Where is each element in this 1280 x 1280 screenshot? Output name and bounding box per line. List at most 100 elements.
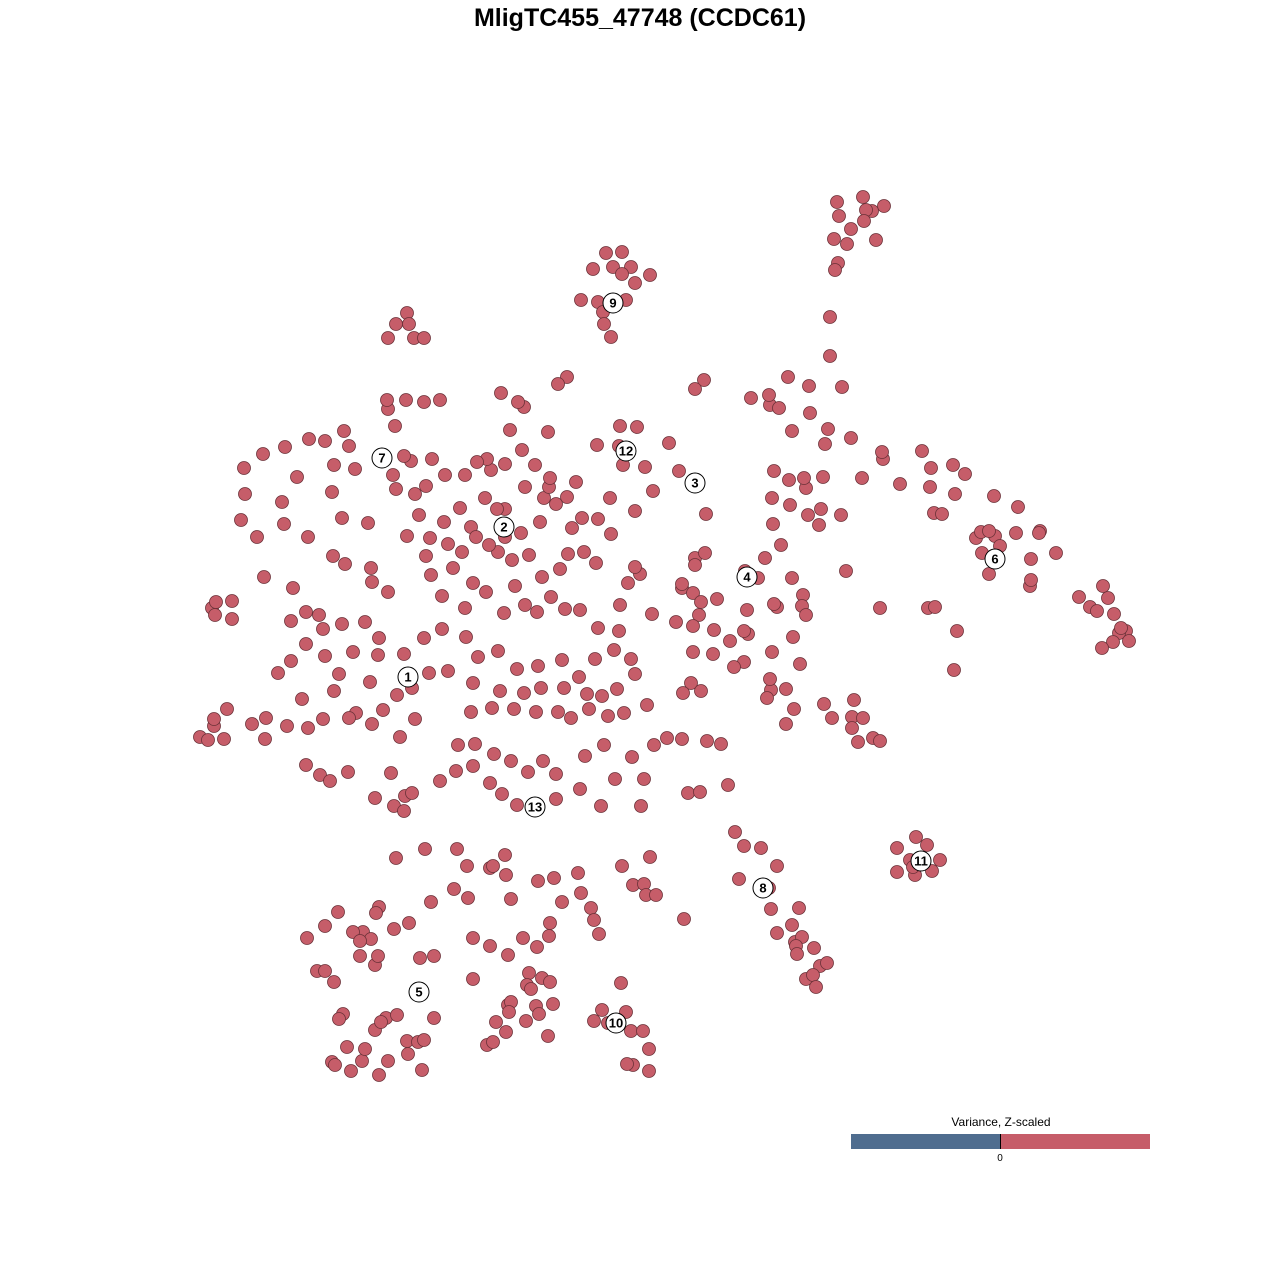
legend-tick-label: 0: [997, 1153, 1003, 1164]
data-point: [433, 774, 447, 788]
data-point: [561, 547, 575, 561]
data-point: [765, 645, 779, 659]
data-point: [498, 848, 512, 862]
data-point: [660, 731, 674, 745]
data-point: [312, 608, 326, 622]
data-point: [587, 913, 601, 927]
data-point: [607, 643, 621, 657]
data-point: [766, 517, 780, 531]
data-point: [464, 705, 478, 719]
data-point: [458, 601, 472, 615]
cluster-label-text: 6: [991, 552, 998, 567]
data-point: [603, 491, 617, 505]
data-point: [313, 768, 327, 782]
data-point: [909, 830, 923, 844]
data-point: [518, 480, 532, 494]
data-point: [413, 951, 427, 965]
data-point: [785, 918, 799, 932]
chart-title: MligTC455_47748 (CCDC61): [473, 4, 807, 32]
data-point: [493, 684, 507, 698]
data-point: [625, 750, 639, 764]
data-point: [316, 622, 330, 636]
data-point: [466, 931, 480, 945]
data-point: [610, 682, 624, 696]
data-point: [816, 470, 830, 484]
data-point: [323, 774, 337, 788]
data-point: [470, 455, 484, 469]
data-point: [441, 664, 455, 678]
data-point: [393, 730, 407, 744]
data-point: [792, 901, 806, 915]
data-point: [348, 462, 362, 476]
data-point: [514, 526, 528, 540]
data-point: [483, 939, 497, 953]
data-point: [765, 491, 779, 505]
data-point: [381, 331, 395, 345]
data-point: [327, 975, 341, 989]
data-point: [737, 839, 751, 853]
data-point: [786, 630, 800, 644]
data-point: [923, 480, 937, 494]
data-point: [575, 511, 589, 525]
data-point: [341, 765, 355, 779]
data-point: [408, 712, 422, 726]
data-point: [597, 738, 611, 752]
data-point: [584, 901, 598, 915]
data-point: [402, 317, 416, 331]
data-point: [402, 916, 416, 930]
data-point: [518, 598, 532, 612]
data-point: [569, 475, 583, 489]
data-point: [604, 527, 618, 541]
data-point: [318, 434, 332, 448]
data-point: [574, 886, 588, 900]
data-point: [877, 199, 891, 213]
data-point: [386, 468, 400, 482]
data-point: [275, 495, 289, 509]
data-point: [417, 631, 431, 645]
data-point: [453, 501, 467, 515]
data-point: [501, 948, 515, 962]
data-point: [781, 370, 795, 384]
data-point: [615, 859, 629, 873]
data-point: [577, 545, 591, 559]
data-point: [446, 561, 460, 575]
data-point: [415, 1063, 429, 1077]
data-point: [380, 393, 394, 407]
data-point: [802, 379, 816, 393]
data-point: [597, 317, 611, 331]
data-point: [828, 263, 842, 277]
data-point: [770, 859, 784, 873]
data-point: [517, 686, 531, 700]
data-point: [697, 373, 711, 387]
data-point: [256, 447, 270, 461]
data-point: [449, 764, 463, 778]
data-point: [812, 518, 826, 532]
data-point: [694, 684, 708, 698]
data-point: [528, 458, 542, 472]
data-point: [427, 1011, 441, 1025]
data-point: [438, 468, 452, 482]
data-point: [856, 190, 870, 204]
data-point: [521, 765, 535, 779]
data-point: [318, 649, 332, 663]
data-point: [441, 537, 455, 551]
data-point: [257, 570, 271, 584]
data-point: [524, 982, 538, 996]
data-point: [823, 310, 837, 324]
data-point: [466, 576, 480, 590]
data-point: [634, 799, 648, 813]
data-point: [450, 842, 464, 856]
data-point: [686, 619, 700, 633]
data-point: [318, 919, 332, 933]
data-point: [220, 702, 234, 716]
data-point: [423, 531, 437, 545]
data-point: [542, 929, 556, 943]
data-point: [353, 934, 367, 948]
data-point: [825, 711, 839, 725]
data-point: [458, 468, 472, 482]
data-point: [845, 721, 859, 735]
data-point: [508, 579, 522, 593]
data-point: [401, 1047, 415, 1061]
cluster-label-text: 5: [415, 985, 422, 1000]
data-point: [772, 401, 786, 415]
